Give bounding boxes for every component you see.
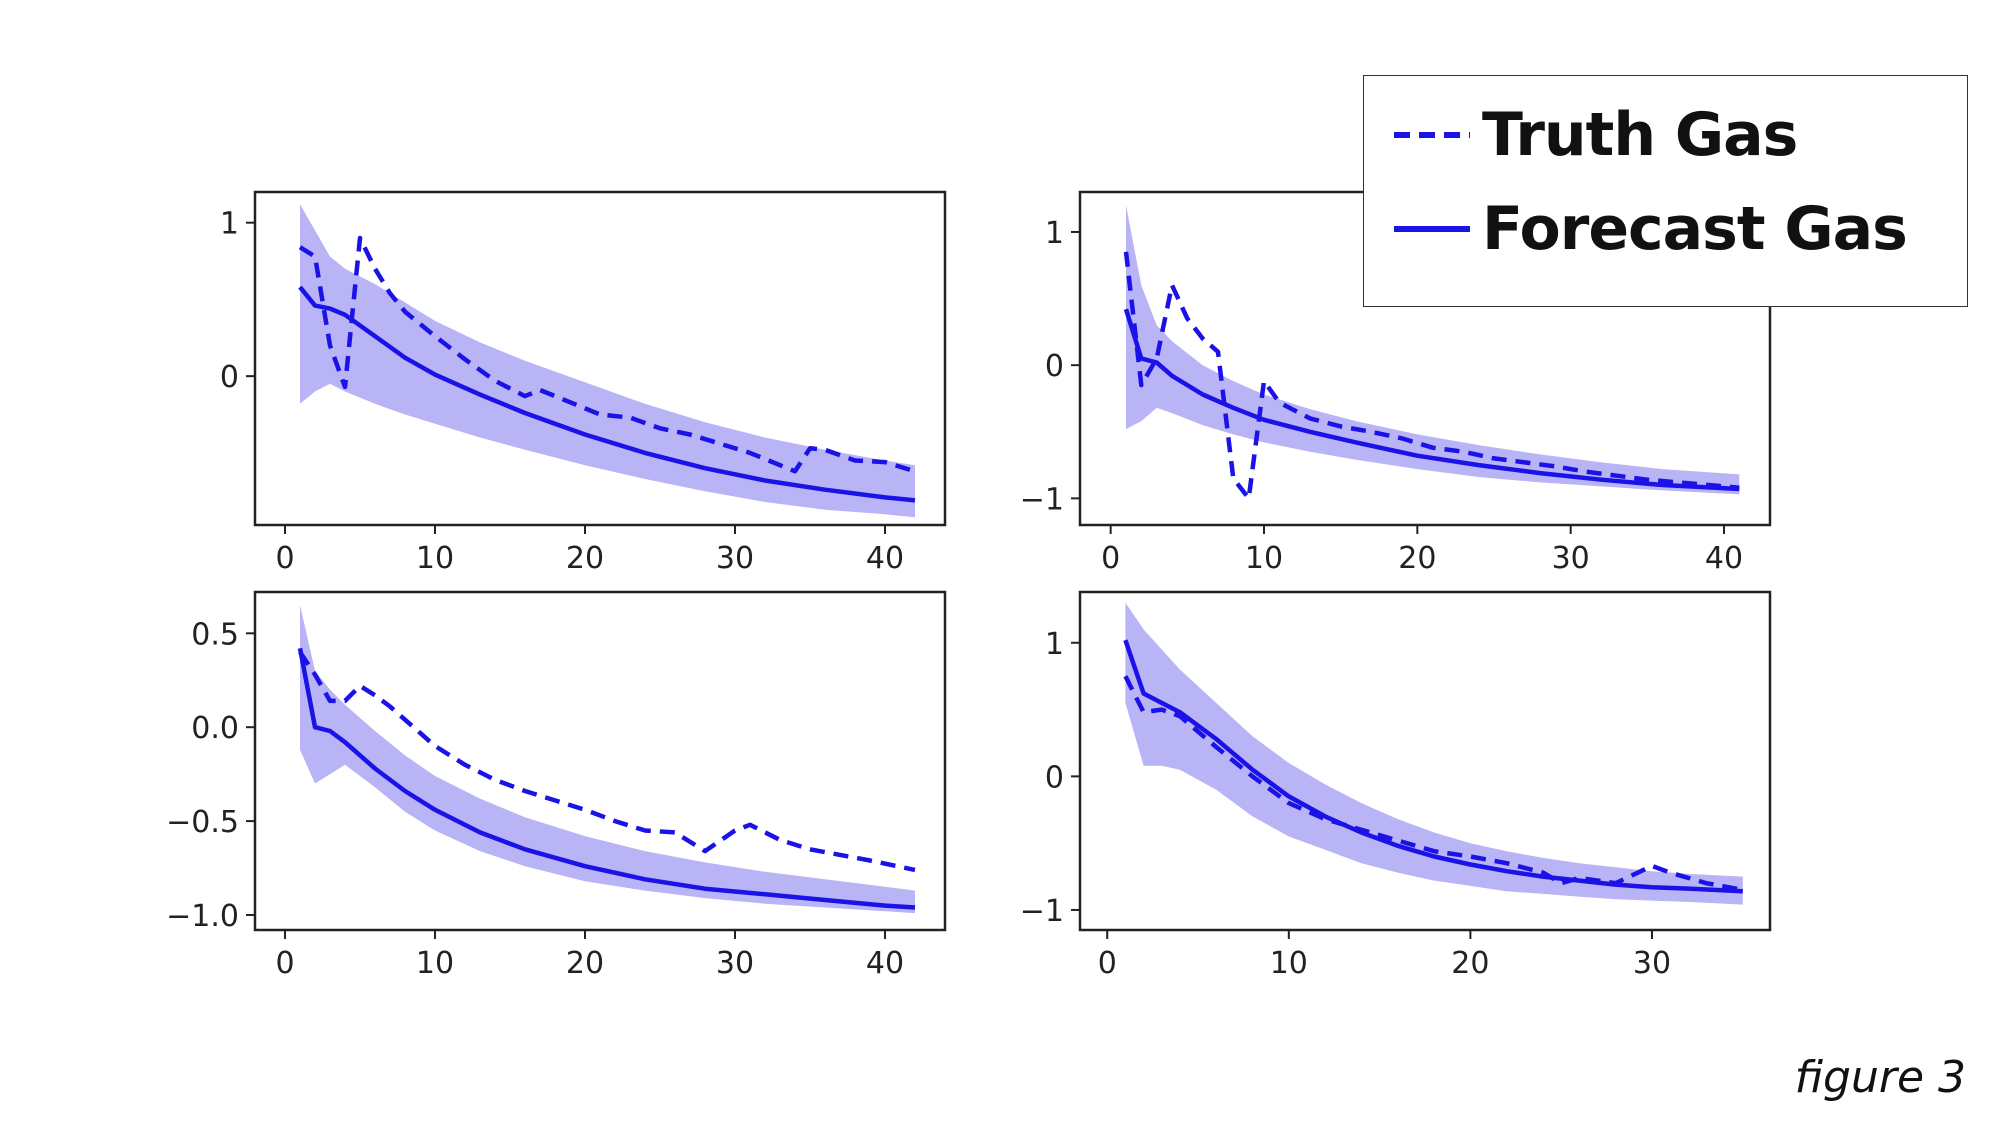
y-tick-label: 0 (220, 360, 239, 395)
x-tick-label: 10 (1270, 946, 1308, 981)
x-tick-label: 0 (1098, 946, 1117, 981)
uncertainty-band (1125, 602, 1743, 905)
dashed-line-swatch-icon (1394, 132, 1470, 138)
chart-panel-top-left: 0 10 20 30 40 0 1 (220, 190, 947, 576)
x-tick-label: 0 (275, 541, 294, 576)
x-tick-label: 20 (566, 946, 604, 981)
axes-frame (253, 190, 947, 527)
forecast-gas-line (297, 647, 916, 910)
x-tick-label: 20 (1398, 541, 1436, 576)
solid-line-swatch-icon (1394, 226, 1470, 232)
x-tick-label: 40 (866, 946, 904, 981)
legend-label-truth: Truth Gas (1482, 100, 1798, 170)
x-tick-label: 30 (716, 541, 754, 576)
y-tick-label: 1 (220, 207, 239, 242)
y-tick-label: 1 (1045, 627, 1064, 662)
legend: Truth Gas Forecast Gas (1363, 75, 1968, 307)
y-tick-label: 1 (1045, 216, 1064, 251)
figure-caption: figure 3 (1794, 1052, 1966, 1103)
y-tick-label: −0.5 (166, 805, 239, 840)
truth-gas-line (1123, 251, 1740, 501)
y-tick-label: 0 (1045, 760, 1064, 795)
x-tick-label: 0 (1101, 541, 1120, 576)
y-tick-label: 0.5 (191, 617, 239, 652)
truth-gas-line (1123, 675, 1744, 893)
x-tick-label: 0 (275, 946, 294, 981)
y-tick-label: 0 (1045, 349, 1064, 384)
x-tick-label: 40 (1705, 541, 1743, 576)
x-tick-label: 30 (716, 946, 754, 981)
truth-gas-line (298, 235, 916, 474)
forecast-gas-line (1123, 639, 1743, 894)
legend-label-forecast: Forecast Gas (1482, 194, 1908, 264)
y-tick-label: 0.0 (191, 711, 239, 746)
truth-gas-line (298, 650, 916, 873)
chart-panel-top-right: 0 10 20 30 40 −1 0 1 (1020, 190, 1772, 576)
forecast-gas-line (298, 285, 916, 503)
y-tick-label: −1 (1020, 482, 1064, 517)
forecast-gas-line (1123, 308, 1740, 492)
x-tick-label: 10 (416, 946, 454, 981)
x-tick-label: 20 (566, 541, 604, 576)
axes-frame (1078, 590, 1772, 932)
legend-item-truth: Truth Gas (1394, 95, 1798, 175)
chart-panel-bottom-right: 0 10 20 30 −1 0 1 (1020, 590, 1772, 981)
x-tick-label: 40 (866, 541, 904, 576)
x-tick-label: 20 (1451, 946, 1489, 981)
uncertainty-band (300, 204, 915, 518)
x-tick-label: 30 (1552, 541, 1590, 576)
x-tick-label: 10 (1245, 541, 1283, 576)
y-tick-label: −1.0 (166, 899, 239, 934)
legend-item-forecast: Forecast Gas (1394, 189, 1908, 269)
axes-frame (253, 590, 947, 932)
y-tick-label: −1 (1020, 894, 1064, 929)
uncertainty-band (300, 605, 915, 914)
x-tick-label: 10 (416, 541, 454, 576)
chart-panel-bottom-left: 0 10 20 30 40 −1.0 −0.5 0.0 0.5 (166, 590, 947, 981)
x-tick-label: 30 (1633, 946, 1671, 981)
